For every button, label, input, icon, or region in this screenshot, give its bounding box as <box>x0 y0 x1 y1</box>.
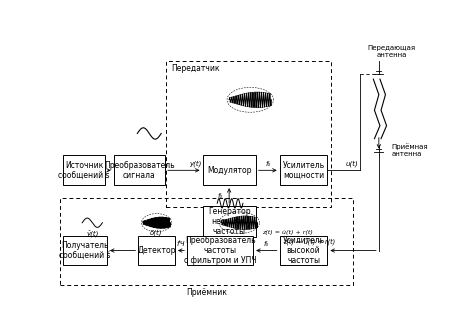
Bar <box>63 156 105 185</box>
Text: Детектор: Детектор <box>137 246 176 255</box>
Text: Источник
сообщений s: Источник сообщений s <box>58 161 110 180</box>
Text: u(t): u(t) <box>346 160 359 167</box>
Text: f₀: f₀ <box>264 241 269 247</box>
Text: Приёмная
антенна: Приёмная антенна <box>392 143 428 157</box>
Bar <box>202 156 256 185</box>
Bar <box>280 156 328 185</box>
Text: Приёмник: Приёмник <box>186 288 227 297</box>
Bar <box>280 236 328 265</box>
Text: Передатчик: Передатчик <box>171 64 220 73</box>
Bar <box>166 61 331 207</box>
Text: y(t): y(t) <box>189 160 201 167</box>
Text: Преобразователь
частоты
с фильтром и УПЧ: Преобразователь частоты с фильтром и УПЧ <box>184 236 256 265</box>
Text: fᴵЧ: fᴵЧ <box>177 241 185 247</box>
Text: z(t) = ŭ(t) + r(t): z(t) = ŭ(t) + r(t) <box>283 239 335 246</box>
Bar <box>63 236 107 265</box>
Text: Получатель
сообщений ś: Получатель сообщений ś <box>59 241 111 260</box>
Text: Генератор
несущей
частоты: Генератор несущей частоты <box>208 207 250 236</box>
Text: Усилитель
высокой
частоты: Усилитель высокой частоты <box>283 236 325 265</box>
Bar <box>187 236 253 265</box>
Text: Передающая
антенна: Передающая антенна <box>368 45 416 58</box>
Text: Усилитель
мощности: Усилитель мощности <box>283 161 325 180</box>
Text: z(t) = ŭ(t) + r(t): z(t) = ŭ(t) + r(t) <box>262 230 312 235</box>
Text: ẟ(t): ẟ(t) <box>150 230 163 236</box>
Bar <box>202 206 256 237</box>
Bar <box>138 236 175 265</box>
Text: Преобразователь
сигнала: Преобразователь сигнала <box>104 161 174 180</box>
Text: f₀: f₀ <box>217 193 222 199</box>
Text: f₀: f₀ <box>265 161 270 167</box>
Bar <box>60 198 353 285</box>
Text: ŷ(t): ŷ(t) <box>86 230 99 237</box>
Bar <box>114 156 165 185</box>
Text: Модулятор: Модулятор <box>207 166 251 175</box>
